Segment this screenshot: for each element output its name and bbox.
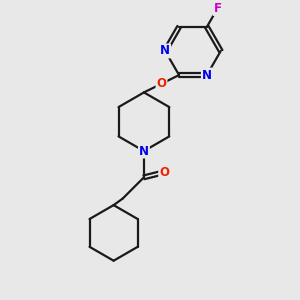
Text: N: N (202, 69, 212, 82)
Text: N: N (160, 44, 170, 58)
Text: F: F (214, 2, 221, 15)
Text: O: O (159, 166, 169, 179)
Text: O: O (157, 77, 166, 90)
Text: N: N (139, 145, 149, 158)
